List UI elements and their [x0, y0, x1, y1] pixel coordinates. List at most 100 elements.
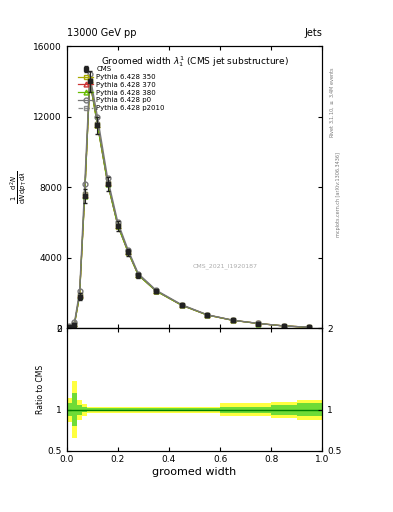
Pythia 6.428 380: [281, 323, 286, 329]
Pythia 6.428 p2010: [154, 288, 158, 294]
Pythia 6.428 p0: [179, 302, 184, 308]
Pythia 6.428 370: [105, 180, 110, 186]
Pythia 6.428 370: [205, 312, 210, 318]
Line: Pythia 6.428 380: Pythia 6.428 380: [67, 78, 312, 330]
Pythia 6.428 370: [307, 324, 312, 330]
Pythia 6.428 p0: [87, 71, 92, 77]
Pythia 6.428 350: [105, 180, 110, 186]
Text: Groomed width $\lambda_1^1$ (CMS jet substructure): Groomed width $\lambda_1^1$ (CMS jet sub…: [101, 55, 288, 70]
Pythia 6.428 380: [67, 324, 72, 330]
Pythia 6.428 380: [230, 317, 235, 324]
Pythia 6.428 p0: [72, 319, 77, 325]
Pythia 6.428 350: [256, 321, 261, 327]
Pythia 6.428 p2010: [307, 324, 312, 330]
Pythia 6.428 370: [230, 317, 235, 324]
Pythia 6.428 350: [126, 249, 130, 255]
Pythia 6.428 p2010: [77, 292, 82, 298]
Pythia 6.428 370: [72, 321, 77, 327]
Pythia 6.428 380: [126, 249, 130, 255]
Y-axis label: Ratio to CMS: Ratio to CMS: [36, 365, 45, 414]
Pythia 6.428 370: [67, 324, 72, 330]
Pythia 6.428 p0: [136, 270, 141, 276]
Legend: CMS, Pythia 6.428 350, Pythia 6.428 370, Pythia 6.428 380, Pythia 6.428 p0, Pyth: CMS, Pythia 6.428 350, Pythia 6.428 370,…: [75, 63, 167, 114]
Pythia 6.428 380: [205, 312, 210, 318]
Pythia 6.428 380: [116, 223, 120, 229]
Pythia 6.428 370: [154, 288, 158, 294]
Pythia 6.428 350: [205, 312, 210, 318]
Pythia 6.428 p0: [205, 312, 210, 318]
Pythia 6.428 350: [77, 292, 82, 298]
Pythia 6.428 p2010: [281, 323, 286, 329]
X-axis label: groomed width: groomed width: [152, 467, 237, 477]
Pythia 6.428 370: [77, 292, 82, 298]
Pythia 6.428 350: [116, 222, 120, 228]
Pythia 6.428 380: [105, 181, 110, 187]
Line: Pythia 6.428 p2010: Pythia 6.428 p2010: [67, 77, 312, 330]
Pythia 6.428 p0: [256, 321, 261, 327]
Pythia 6.428 380: [179, 302, 184, 308]
Pythia 6.428 380: [154, 288, 158, 294]
Pythia 6.428 p0: [281, 323, 286, 329]
Text: mcplots.cern.ch [arXiv:1306.3436]: mcplots.cern.ch [arXiv:1306.3436]: [336, 152, 341, 237]
Pythia 6.428 370: [179, 302, 184, 308]
Pythia 6.428 p2010: [126, 249, 130, 255]
Pythia 6.428 p2010: [72, 321, 77, 327]
Pythia 6.428 p0: [126, 247, 130, 253]
Pythia 6.428 p0: [67, 323, 72, 329]
Pythia 6.428 p2010: [83, 191, 87, 197]
Pythia 6.428 380: [87, 78, 92, 84]
Pythia 6.428 350: [87, 76, 92, 82]
Pythia 6.428 p0: [154, 287, 158, 293]
Pythia 6.428 p2010: [116, 222, 120, 228]
Pythia 6.428 380: [72, 321, 77, 327]
Pythia 6.428 p2010: [105, 180, 110, 186]
Pythia 6.428 370: [256, 321, 261, 327]
Pythia 6.428 370: [87, 77, 92, 83]
Pythia 6.428 p2010: [87, 76, 92, 82]
Text: 13000 GeV pp: 13000 GeV pp: [67, 28, 136, 38]
Pythia 6.428 p0: [77, 288, 82, 294]
Pythia 6.428 p0: [95, 114, 100, 120]
Pythia 6.428 370: [281, 323, 286, 329]
Text: Jets: Jets: [305, 28, 322, 38]
Pythia 6.428 p0: [230, 317, 235, 323]
Pythia 6.428 370: [95, 121, 100, 127]
Pythia 6.428 p2010: [136, 272, 141, 278]
Pythia 6.428 p2010: [230, 317, 235, 324]
Pythia 6.428 350: [154, 288, 158, 294]
Pythia 6.428 380: [77, 292, 82, 298]
Pythia 6.428 p2010: [95, 121, 100, 127]
Pythia 6.428 380: [256, 321, 261, 327]
Pythia 6.428 p0: [307, 324, 312, 330]
Pythia 6.428 370: [126, 249, 130, 255]
Pythia 6.428 p2010: [205, 312, 210, 318]
Line: Pythia 6.428 350: Pythia 6.428 350: [67, 77, 312, 330]
Pythia 6.428 370: [116, 223, 120, 229]
Pythia 6.428 380: [307, 324, 312, 330]
Text: Rivet 3.1.10, $\geq$ 3.4M events: Rivet 3.1.10, $\geq$ 3.4M events: [328, 67, 336, 138]
Line: Pythia 6.428 370: Pythia 6.428 370: [67, 78, 312, 330]
Pythia 6.428 p2010: [67, 324, 72, 330]
Pythia 6.428 380: [83, 193, 87, 199]
Pythia 6.428 350: [72, 321, 77, 327]
Pythia 6.428 350: [67, 324, 72, 330]
Pythia 6.428 380: [136, 272, 141, 279]
Pythia 6.428 350: [136, 272, 141, 278]
Pythia 6.428 p2010: [179, 302, 184, 308]
Text: CMS_2021_I1920187: CMS_2021_I1920187: [193, 263, 258, 269]
Pythia 6.428 350: [281, 323, 286, 329]
Pythia 6.428 370: [136, 272, 141, 278]
Pythia 6.428 370: [83, 192, 87, 198]
Line: Pythia 6.428 p0: Pythia 6.428 p0: [67, 72, 312, 330]
Pythia 6.428 p0: [105, 175, 110, 181]
Y-axis label: $\frac{1}{\mathrm{d}N}\frac{\mathrm{d}^2N}{\mathrm{d}p_\mathrm{T}\,\mathrm{d}\la: $\frac{1}{\mathrm{d}N}\frac{\mathrm{d}^2…: [8, 170, 29, 204]
Pythia 6.428 350: [83, 191, 87, 197]
Pythia 6.428 p0: [83, 181, 87, 187]
Pythia 6.428 p2010: [256, 321, 261, 327]
Pythia 6.428 380: [95, 122, 100, 128]
Pythia 6.428 p0: [116, 219, 120, 225]
Pythia 6.428 350: [95, 121, 100, 127]
Pythia 6.428 350: [230, 317, 235, 324]
Pythia 6.428 350: [179, 302, 184, 308]
Pythia 6.428 350: [307, 324, 312, 330]
